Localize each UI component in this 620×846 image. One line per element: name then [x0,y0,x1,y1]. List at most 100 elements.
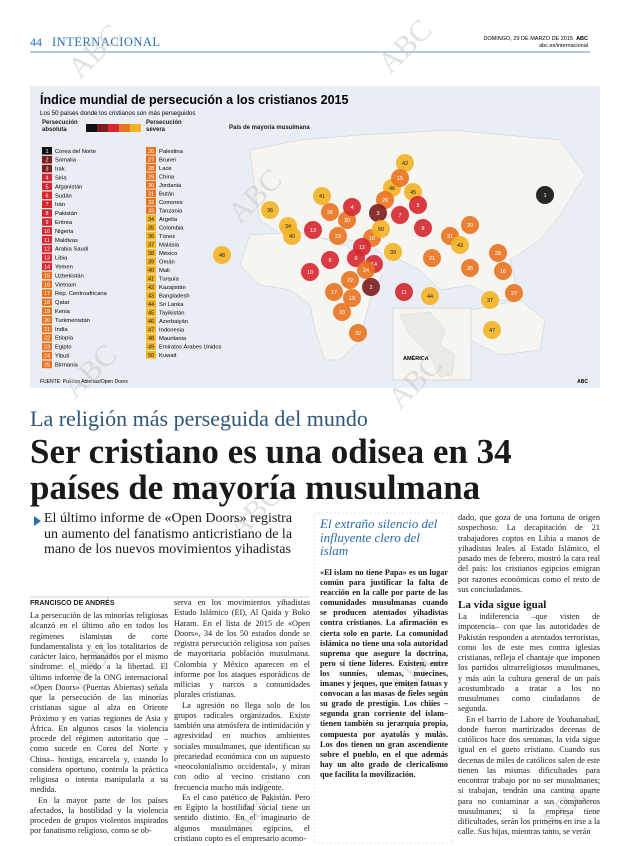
map-label: 6 [328,258,331,264]
map-label: 50 [378,227,384,233]
rank-box [42,218,52,226]
map-label: 7 [398,213,401,219]
map-country [494,262,512,280]
rank-box [146,342,156,351]
map-label: 14 [371,262,377,268]
rank-number: 21 [44,327,50,333]
map-label: 15 [397,176,403,182]
country-name: Kuwait [159,353,177,359]
rank-box [42,164,52,173]
country-name: Mauritania [159,336,187,342]
rank-number: 42 [148,285,154,291]
rank-box [42,333,52,342]
rank-box [146,351,156,359]
country-name: Libia [55,256,68,262]
country-name: Irak [55,167,65,173]
map-label: 1 [543,193,546,199]
country-name: Emiratos Árabes Unidos [159,343,222,350]
country-name: Malasia [159,242,180,248]
map-label: 41 [319,194,325,200]
map-label: 16 [500,269,506,275]
sidebar: «El islam no tiene Papa» es un lugar com… [320,568,448,840]
country-name: Palestina [159,149,184,155]
rank-number: 43 [148,293,154,299]
map-label: 44 [427,294,433,300]
map-country [321,251,339,269]
rank-box [146,232,156,240]
rank-box [146,257,156,266]
country-name: Comores [159,200,183,206]
legend-severe: Persecución severa [146,120,182,133]
country-name: Yemen [55,265,73,271]
rank-number: 25 [44,362,50,368]
rank-number: 10 [44,229,50,235]
legend-absolute: Persecución absoluta [42,120,78,133]
rank-box [42,209,52,217]
rank-number: 27 [148,157,154,163]
country-name: Sudán [55,193,72,199]
map-country [421,287,439,305]
rank-box [146,266,156,274]
rank-box [42,271,52,280]
rank-box [146,240,156,249]
rank-box [42,236,52,244]
map-country [451,236,469,254]
rank-number: 33 [148,208,154,214]
map-country [483,321,501,339]
map-label: 13 [310,228,316,234]
rank-number: 49 [148,344,154,350]
country-name: Yibutí [55,354,70,360]
column-3: dado, que goza de una fortuna de origen … [458,513,600,843]
country-name: Laos [159,166,172,172]
country-name: Jordania [159,183,182,189]
rank-box [146,189,156,198]
rank-box [146,181,156,189]
map-label: 43 [457,243,463,249]
map-country [414,219,432,237]
map-country [357,261,375,279]
rank-number: 47 [148,327,154,333]
rank-number: 40 [148,268,154,274]
sidebar-frame [313,512,453,844]
map-country [304,221,322,239]
country-name: Bután [159,191,174,197]
map-label: 42 [402,161,408,167]
map-country [283,227,301,245]
country-name: Omán [159,259,175,265]
summary: El último informe de «Open Doors» regist… [44,511,293,557]
rank-number: 30 [148,183,154,189]
country-name: Bangladesh [159,293,190,299]
map-country [391,169,409,187]
inset-land [399,311,456,378]
kicker: La religión más perseguida del mundo [30,406,368,431]
rank-box [42,342,52,351]
country-name: Mali [159,268,170,274]
map-label: 37 [487,298,493,304]
country-name: Kazajistán [159,285,186,291]
map-country [347,249,365,267]
map-country [384,243,402,261]
infographic-title: Índice mundial de persecución a los cris… [40,92,348,107]
watermark: ABC [372,13,439,80]
rank-box [146,308,156,317]
map-label: 39 [390,250,396,256]
rank-number: 39 [148,259,154,265]
rank-number: 20 [44,318,50,324]
paragraph: La agresión no llega solo de los grupos … [174,700,310,792]
map-label: 32 [355,331,361,337]
map-label: 2 [369,285,372,291]
map-label: 48 [219,253,225,259]
rank-box [146,164,156,172]
paragraph: La indiferencia –que visten de impotenci… [458,612,600,714]
paragraph: Es el caso patético de Pakistán. Pero en… [174,792,310,843]
map-label: 27 [511,291,517,297]
rank-number: 32 [148,200,154,206]
rank-number: 11 [44,238,50,244]
country-name: Egipto [55,345,71,351]
map-label: 24 [363,268,369,274]
map-label: 45 [410,190,416,196]
column-3-bottom: La indiferencia –que visten de impotenci… [458,612,600,838]
rank-box [146,334,156,342]
rank-number: 36 [148,234,154,240]
